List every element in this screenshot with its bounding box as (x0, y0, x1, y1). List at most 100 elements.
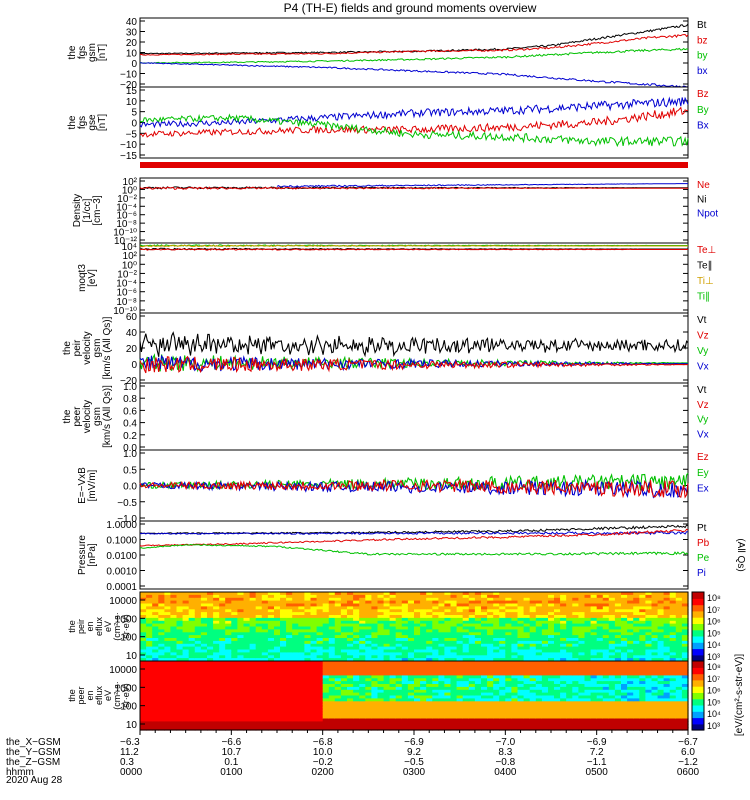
legend-entry: Ne (697, 180, 710, 191)
colorbar-label: [eV/(cm²-s-str-eV)] (734, 654, 745, 736)
ylabel-line: gsm (92, 339, 103, 358)
ephemeris-value: −0.8 (495, 757, 515, 768)
series-line-Ez (139, 478, 689, 499)
ephemeris-value: 10.7 (222, 747, 242, 758)
ylabel-line: the (67, 620, 77, 633)
ytick-label: 100 (120, 633, 137, 644)
legend-entry: Pi (697, 568, 706, 579)
ytick-label: 10 (126, 720, 138, 731)
ylabel-line: [cm−3] (92, 195, 103, 226)
ylabel-line: [nPa] (87, 543, 98, 567)
series-line-bx (139, 62, 689, 88)
ytick-label: 0.0 (123, 443, 137, 454)
panel-frame (139, 520, 689, 590)
ylabel-line: sr·eV) (121, 614, 131, 639)
colorbar-tick-label: 10⁵ (707, 628, 721, 638)
ylabel-line: eflux (94, 616, 104, 636)
panel-frame (139, 382, 689, 451)
colorbar-tick-label: 10⁷ (707, 605, 720, 615)
ytick-label: 10⁻⁸ (116, 297, 137, 308)
ytick-label: 1000 (115, 683, 138, 694)
series-line-Bx (139, 96, 689, 129)
ylabel-line: sr·eV) (121, 683, 131, 708)
legend-entry: Vy (697, 346, 708, 357)
ylabel-line: eV (103, 621, 113, 632)
ytick-label: 10⁻⁴ (116, 202, 137, 213)
ylabel-line: Density (72, 194, 83, 227)
series-line-Bz (139, 106, 689, 138)
ytick-label: 10⁻¹⁰ (113, 228, 137, 239)
ylabel-line: peir (76, 619, 86, 634)
colorbar-tick-label: 10⁷ (707, 674, 720, 684)
ytick-label: 100 (120, 702, 137, 713)
series-line-Npot (276, 183, 688, 188)
series-line-Pi (139, 531, 688, 536)
colorbar-tick-label: 10⁶ (707, 617, 721, 627)
ylabel-line: E=−VxB (77, 467, 88, 504)
ylabel-line: fgs (77, 46, 88, 59)
colorbar (692, 592, 704, 662)
ytick-label: 10⁰ (122, 185, 137, 196)
colorbar-tick-label: 10⁴ (707, 709, 721, 719)
ephemeris-value: 0200 (312, 767, 335, 778)
ytick-label: 1.0 (123, 449, 137, 460)
legend-entry: Vy (697, 415, 708, 426)
ylabel-line: gse (87, 114, 98, 131)
ytick-label: −0.5 (117, 498, 137, 509)
ytick-label: 10⁻⁶ (116, 211, 137, 222)
ytick-label: 40 (126, 328, 138, 339)
date-label: 2020 Aug 28 (6, 775, 63, 786)
series-line-Pb (139, 528, 689, 547)
ytick-label: −10 (120, 140, 137, 151)
ephemeris-value: 0100 (220, 767, 243, 778)
ylabel-line: moqt3 (77, 264, 88, 292)
legend-entry: Te∥ (697, 261, 713, 272)
legend-entry: Ti∥ (697, 292, 710, 303)
ylabel-line: Pressure (77, 535, 88, 575)
ylabel-line: gsm (87, 43, 98, 62)
panel-frame (139, 242, 689, 314)
ytick-label: −20 (120, 80, 137, 91)
ylabel-line: [nT] (97, 114, 108, 131)
legend-entry: Ex (697, 484, 709, 495)
ytick-label: 0 (131, 360, 137, 371)
ytick-label: 10² (123, 251, 138, 262)
ytick-label: 0.5 (123, 465, 137, 476)
legend-entry: Ey (697, 468, 709, 479)
ytick-label: 0.0001 (106, 582, 137, 593)
ephemeris-value: −6.9 (587, 737, 607, 748)
ylabel-line: eflux (94, 685, 104, 705)
ytick-label: −1.0 (117, 514, 137, 525)
ylabel-line: the (67, 45, 78, 59)
series-line-Ne (139, 186, 688, 190)
ytick-label: 0.0100 (106, 551, 137, 562)
ytick-label: 10⁴ (122, 242, 137, 253)
ytick-label: −5 (126, 129, 138, 140)
legend-entry: Vz (697, 400, 709, 411)
ytick-label: 10⁻² (117, 269, 137, 280)
ytick-label: 1.0000 (106, 520, 137, 531)
colorbar-tick-label: 10⁸ (707, 662, 721, 672)
ephemeris-value: −6.8 (313, 737, 333, 748)
ytick-label: 10 (126, 49, 138, 60)
colorbar-tick-label: 10⁸ (707, 593, 721, 603)
ylabel-line: (cm²·s· (112, 612, 122, 641)
ephemeris-value: 6.0 (681, 747, 695, 758)
legend-entry: Pe (697, 553, 710, 564)
legend-entry: Vt (697, 315, 707, 326)
ephemeris-value: 9.2 (407, 747, 421, 758)
legend-entry: Vx (697, 362, 709, 373)
ephemeris-value: 10.0 (313, 747, 333, 758)
ytick-label: 10⁻⁴ (116, 279, 137, 290)
ylabel-line: the (67, 115, 78, 129)
ytick-label: −10 (120, 70, 137, 81)
side-label: (All Qs) (735, 538, 746, 571)
series-line-bz (139, 33, 689, 56)
ytick-label: 10000 (109, 665, 137, 676)
ytick-label: 0.8 (123, 394, 137, 405)
ephemeris-value: 0400 (494, 767, 517, 778)
colorbar-tick-label: 10³ (707, 721, 720, 731)
ytick-label: 0.6 (123, 406, 137, 417)
